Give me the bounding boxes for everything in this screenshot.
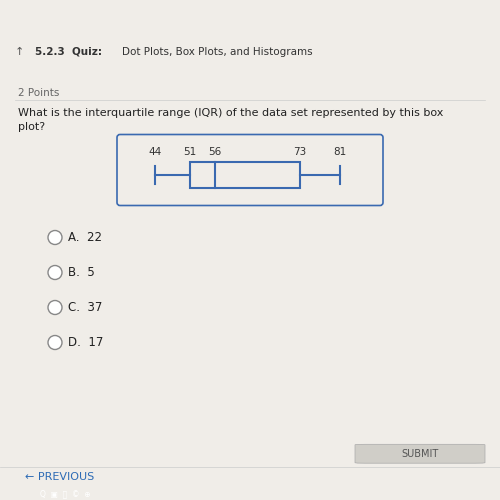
Circle shape bbox=[48, 266, 62, 280]
Text: 81: 81 bbox=[334, 147, 346, 157]
Text: A.  22: A. 22 bbox=[68, 231, 102, 244]
Text: 5.2.3  Quiz:: 5.2.3 Quiz: bbox=[35, 47, 102, 57]
Circle shape bbox=[48, 300, 62, 314]
Text: Q  ▣  📁  ©  ⊕: Q ▣ 📁 © ⊕ bbox=[40, 489, 90, 498]
FancyBboxPatch shape bbox=[117, 134, 383, 206]
Text: 56: 56 bbox=[208, 147, 222, 157]
Text: What is the interquartile range (IQR) of the data set represented by this box: What is the interquartile range (IQR) of… bbox=[18, 108, 444, 118]
FancyBboxPatch shape bbox=[355, 444, 485, 463]
Circle shape bbox=[48, 336, 62, 349]
Text: 73: 73 bbox=[294, 147, 306, 157]
Text: 2 Points: 2 Points bbox=[18, 88, 59, 98]
Text: SUBMIT: SUBMIT bbox=[402, 449, 438, 459]
Text: B.  5: B. 5 bbox=[68, 266, 95, 279]
Text: C.  37: C. 37 bbox=[68, 301, 102, 314]
Text: ↑: ↑ bbox=[15, 47, 24, 57]
Text: plot?: plot? bbox=[18, 122, 45, 132]
Text: 51: 51 bbox=[184, 147, 196, 157]
Bar bbox=[190, 162, 300, 188]
Circle shape bbox=[48, 230, 62, 244]
Text: Dot Plots, Box Plots, and Histograms: Dot Plots, Box Plots, and Histograms bbox=[122, 47, 313, 57]
Text: ← PREVIOUS: ← PREVIOUS bbox=[25, 472, 94, 482]
Text: 44: 44 bbox=[148, 147, 162, 157]
Text: D.  17: D. 17 bbox=[68, 336, 104, 349]
